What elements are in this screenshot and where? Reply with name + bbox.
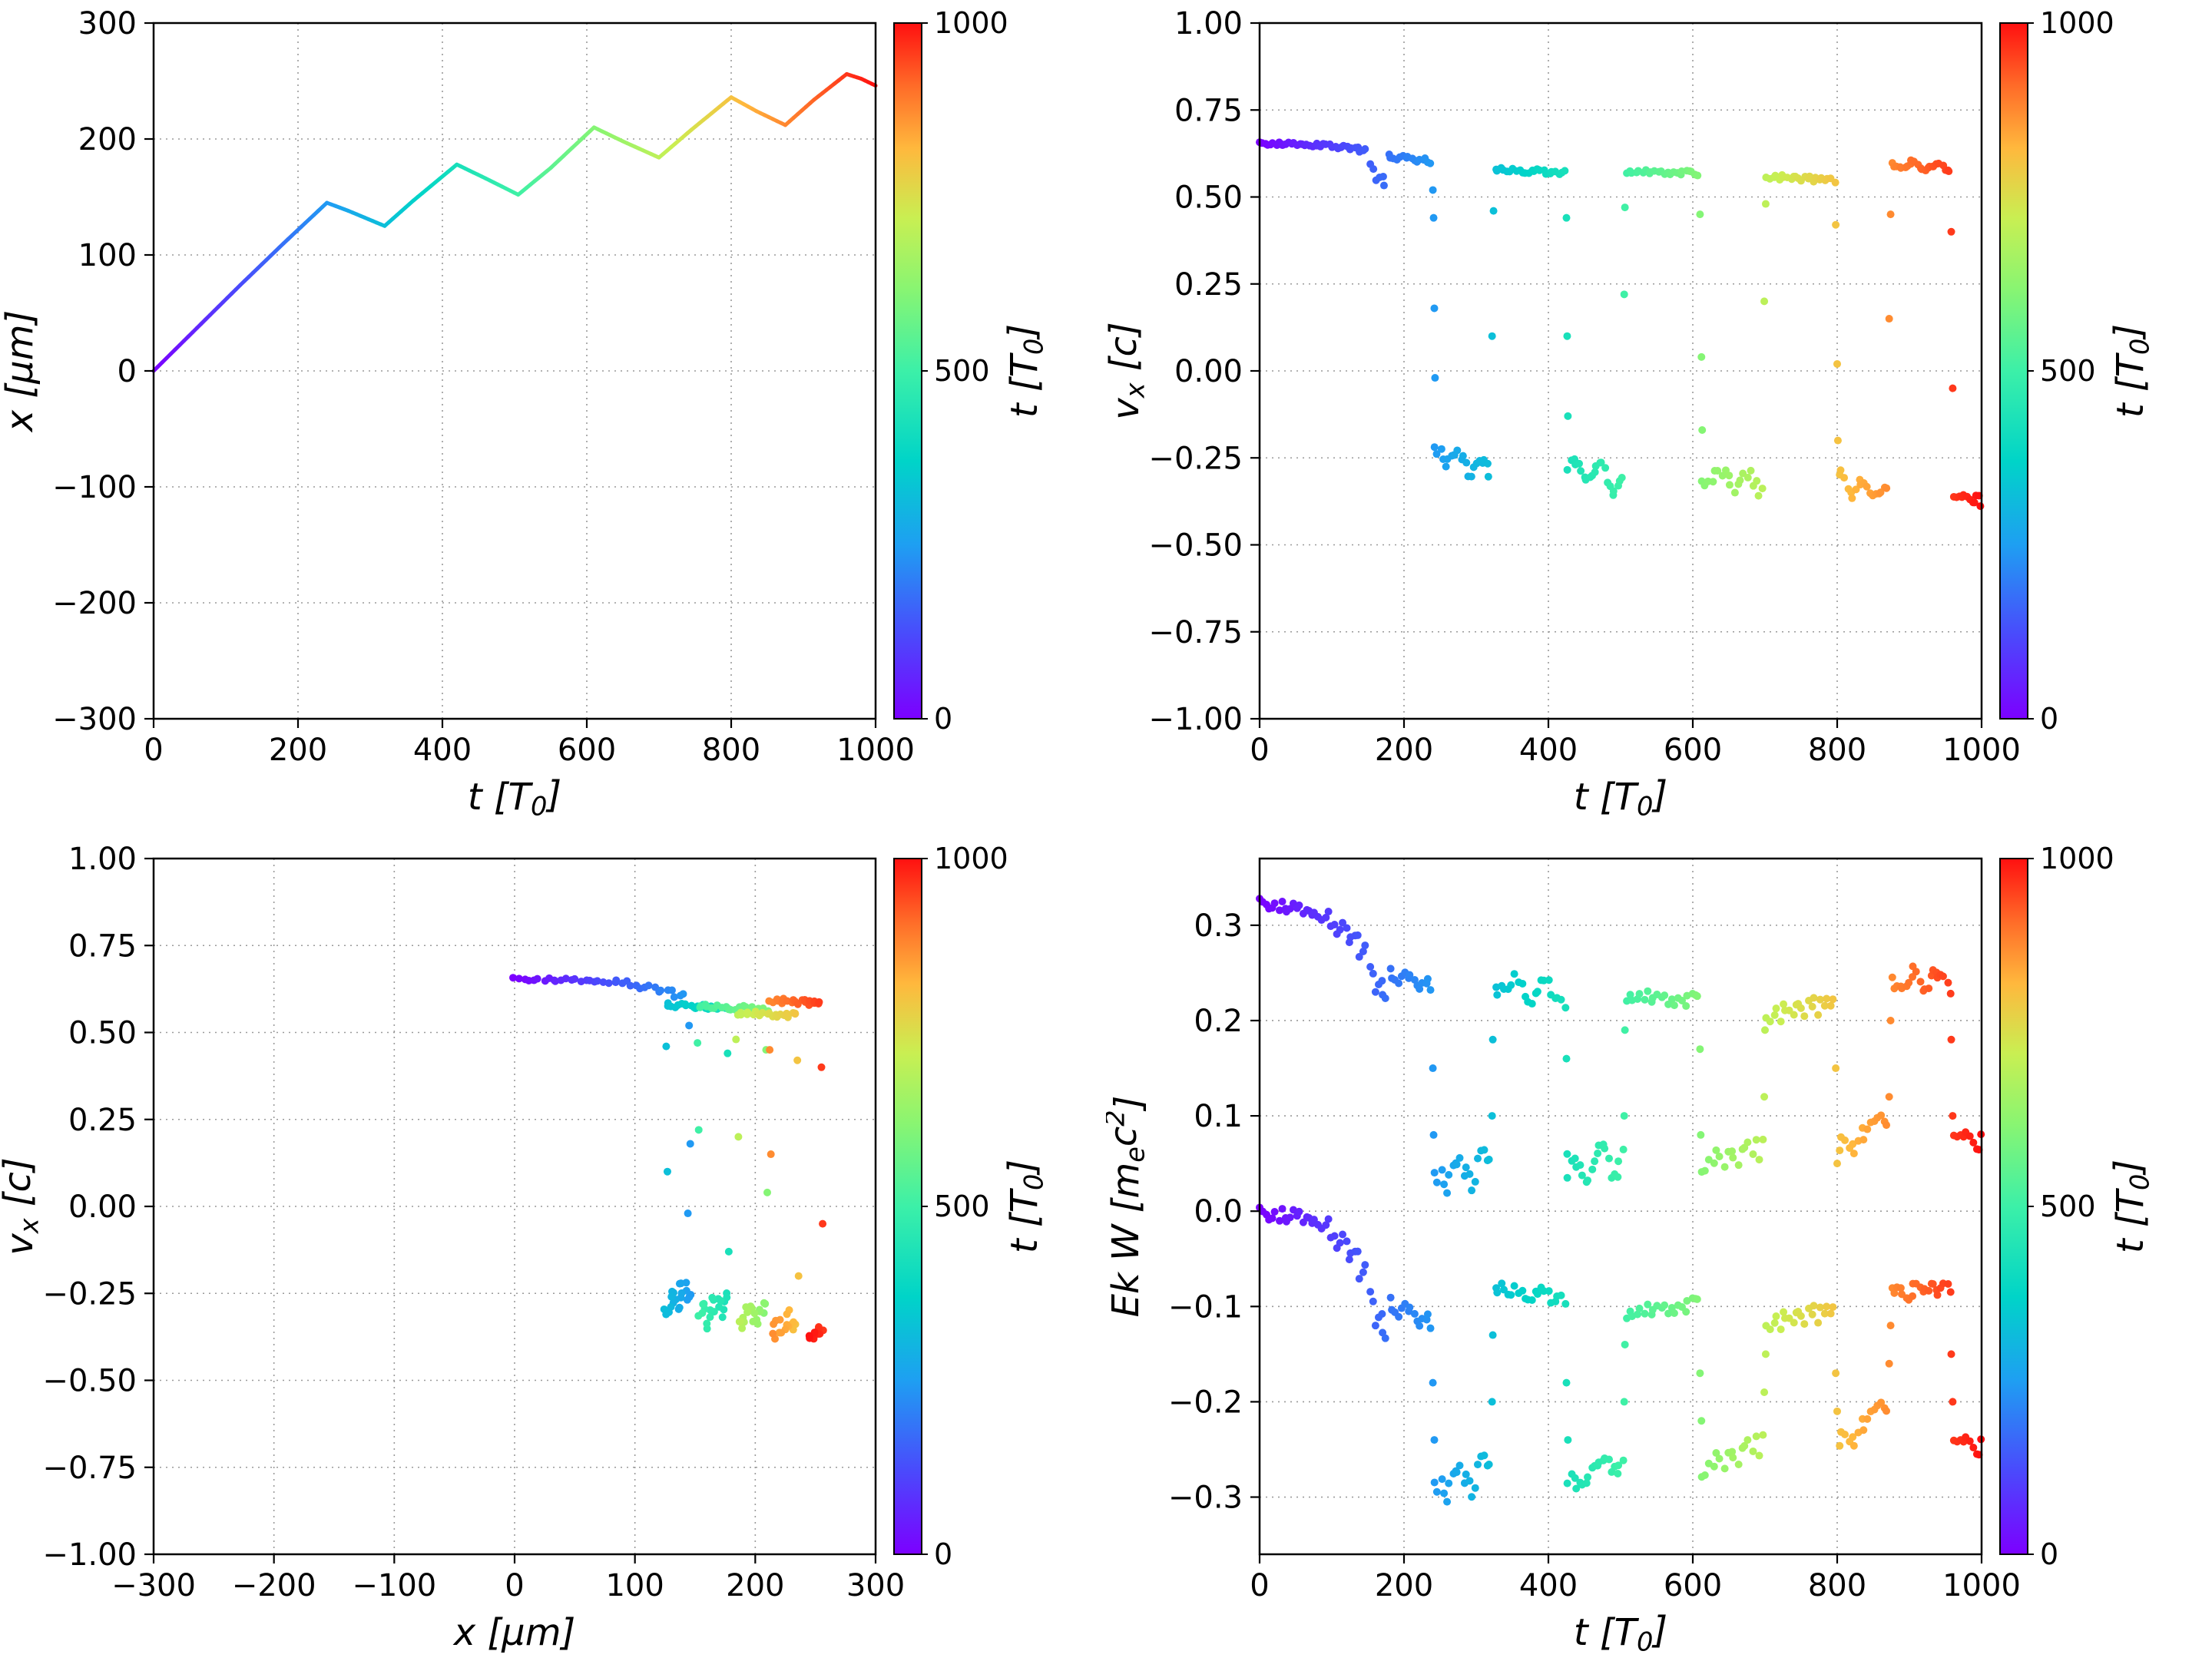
svg-text:500: 500	[934, 354, 990, 388]
svg-text:1000: 1000	[1942, 1568, 2021, 1603]
svg-text:1000: 1000	[1942, 733, 2021, 768]
plot-ekw-vs-t: 0 200 400 600 800 1000 −0.3 −0.2 −0.1 0.0 0.1 0.2 0.…	[1106, 836, 2212, 1671]
svg-text:600: 600	[1664, 733, 1722, 768]
svg-text:−0.25: −0.25	[42, 1276, 137, 1312]
svg-text:0.3: 0.3	[1194, 908, 1243, 944]
svg-text:0.2: 0.2	[1194, 1004, 1243, 1039]
svg-text:400: 400	[1519, 1568, 1578, 1603]
svg-text:1000: 1000	[836, 733, 915, 768]
svg-text:200: 200	[726, 1568, 784, 1603]
svg-text:t [T0]: t [T0]	[1574, 1609, 1667, 1657]
svg-text:−0.25: −0.25	[1148, 441, 1243, 476]
svg-text:−0.1: −0.1	[1168, 1289, 1243, 1325]
svg-text:t [T0]: t [T0]	[2107, 324, 2155, 418]
svg-text:−1.00: −1.00	[1148, 702, 1243, 737]
svg-text:−0.50: −0.50	[42, 1364, 137, 1399]
svg-text:100: 100	[605, 1568, 664, 1603]
svg-text:vx [c]: vx [c]	[1106, 322, 1150, 419]
svg-text:0.25: 0.25	[1174, 267, 1243, 303]
svg-text:−0.75: −0.75	[1148, 615, 1243, 650]
svg-text:800: 800	[1808, 1568, 1866, 1603]
svg-text:0.0: 0.0	[1194, 1194, 1243, 1229]
svg-text:1.00: 1.00	[68, 842, 137, 877]
svg-text:t [T0]: t [T0]	[1001, 324, 1049, 418]
svg-text:500: 500	[2040, 1190, 2096, 1223]
svg-text:0: 0	[2040, 1537, 2058, 1571]
svg-text:0.75: 0.75	[1174, 93, 1243, 128]
svg-text:1000: 1000	[2040, 6, 2114, 40]
svg-text:600: 600	[558, 733, 616, 768]
svg-text:800: 800	[1808, 733, 1866, 768]
plot-vx-vs-x: −300 −200 −100 0 100 200 300 −1.00 −0.75 −0.50 −0.…	[0, 836, 1106, 1671]
svg-text:0.00: 0.00	[1174, 354, 1243, 389]
svg-text:t [T0]: t [T0]	[1001, 1160, 1049, 1253]
svg-text:0.00: 0.00	[68, 1190, 137, 1225]
svg-text:500: 500	[2040, 354, 2096, 388]
svg-text:1000: 1000	[934, 6, 1008, 40]
svg-text:400: 400	[413, 733, 472, 768]
svg-text:600: 600	[1664, 1568, 1722, 1603]
svg-text:x [μm]: x [μm]	[452, 1611, 575, 1654]
svg-text:500: 500	[934, 1190, 990, 1223]
svg-text:t [T0]: t [T0]	[1574, 773, 1667, 822]
svg-text:x [μm]: x [μm]	[0, 310, 41, 433]
svg-text:−200: −200	[232, 1568, 316, 1603]
svg-text:−0.3: −0.3	[1168, 1481, 1243, 1516]
svg-text:−1.00: −1.00	[42, 1537, 137, 1573]
svg-text:0: 0	[505, 1568, 524, 1603]
chart-svg-x-vs-t: 0 200 400 600 800 1000 −300 −200 −100 0 100 200 300 t…	[0, 6, 1049, 822]
svg-text:200: 200	[1375, 1568, 1433, 1603]
svg-text:0: 0	[144, 733, 163, 768]
svg-text:800: 800	[702, 733, 760, 768]
svg-text:t [T0]: t [T0]	[2107, 1160, 2155, 1253]
svg-text:1000: 1000	[2040, 842, 2114, 875]
svg-text:100: 100	[78, 238, 137, 273]
svg-text:0.50: 0.50	[68, 1016, 137, 1051]
svg-text:400: 400	[1519, 733, 1578, 768]
svg-text:0.1: 0.1	[1194, 1099, 1243, 1134]
svg-text:−0.50: −0.50	[1148, 528, 1243, 564]
svg-text:0: 0	[934, 1537, 952, 1571]
svg-text:−0.75: −0.75	[42, 1451, 137, 1486]
chart-svg-vx-vs-t: 0 200 400 600 800 1000 −1.00 −0.75 −0.50 −0.25 0.0…	[1106, 6, 2155, 822]
svg-text:0: 0	[118, 354, 137, 389]
svg-text:0.50: 0.50	[1174, 180, 1243, 216]
svg-text:200: 200	[78, 122, 137, 157]
svg-text:−0.2: −0.2	[1168, 1385, 1243, 1420]
svg-text:−100: −100	[52, 470, 137, 505]
svg-text:−300: −300	[111, 1568, 196, 1603]
chart-svg-vx-vs-x: −300 −200 −100 0 100 200 300 −1.00 −0.75 −0.50 −0.…	[0, 842, 1049, 1654]
svg-text:−100: −100	[352, 1568, 436, 1603]
svg-text:300: 300	[846, 1568, 905, 1603]
svg-text:t [T0]: t [T0]	[468, 773, 561, 822]
plot-x-vs-t: 0 200 400 600 800 1000 −300 −200 −100 0 100 200 300 t…	[0, 0, 1106, 836]
chart-svg-ekw-vs-t: 0 200 400 600 800 1000 −0.3 −0.2 −0.1 0.0 0.1 0.2 0.…	[1106, 842, 2155, 1657]
svg-text:0: 0	[1250, 733, 1269, 768]
svg-text:0: 0	[1250, 1568, 1269, 1603]
svg-text:0: 0	[934, 702, 952, 736]
svg-text:vx [c]: vx [c]	[0, 1157, 44, 1255]
svg-text:300: 300	[78, 6, 137, 41]
svg-text:200: 200	[1375, 733, 1433, 768]
svg-text:−300: −300	[52, 702, 137, 737]
svg-text:−200: −200	[52, 586, 137, 621]
plot-vx-vs-t: 0 200 400 600 800 1000 −1.00 −0.75 −0.50 −0.25 0.0…	[1106, 0, 2212, 836]
svg-text:0.75: 0.75	[68, 928, 137, 964]
svg-text:200: 200	[269, 733, 327, 768]
svg-text:0.25: 0.25	[68, 1103, 137, 1138]
svg-text:1.00: 1.00	[1174, 6, 1243, 41]
svg-text:0: 0	[2040, 702, 2058, 736]
svg-text:Ek W [mec2]: Ek W [mec2]	[1106, 1096, 1150, 1318]
svg-text:1000: 1000	[934, 842, 1008, 875]
